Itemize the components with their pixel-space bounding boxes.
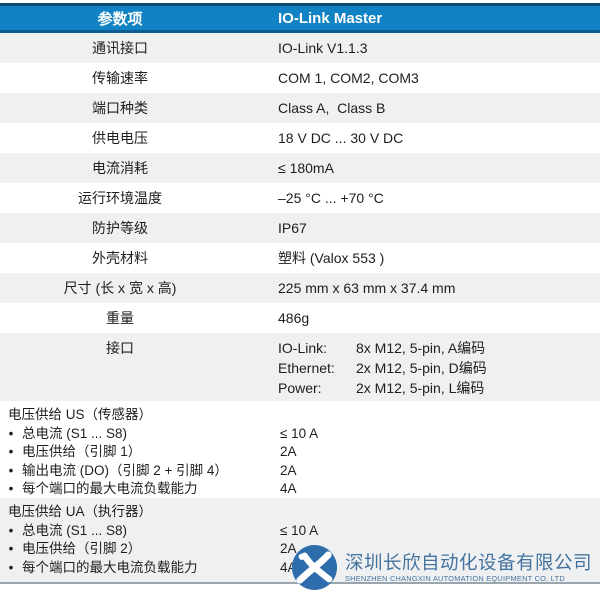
section-title: 电压供给 UA（执行器）: [8, 504, 153, 519]
interface-line: IO-Link: 8x M12, 5-pin, A编码: [278, 338, 600, 358]
row-value: 塑料 (Valox 553 ): [278, 250, 385, 266]
bullet-value: 2A: [280, 462, 297, 478]
table-row-interface: 接口 IO-Link: 8x M12, 5-pin, A编码 Ethernet:…: [0, 333, 600, 401]
bullet-icon: •: [8, 559, 14, 575]
table-row: 运行环境温度 –25 °C ... +70 °C: [0, 183, 600, 213]
row-value: IP67: [278, 220, 307, 236]
bullet-text: 每个端口的最大电流负载能力: [22, 559, 198, 575]
bullet-row: • 总电流 (S1 ... S8) ≤ 10 A: [0, 425, 600, 444]
section-title: 电压供给 US（传感器）: [8, 407, 153, 422]
table-row: 电流消耗 ≤ 180mA: [0, 153, 600, 183]
bullet-text: 每个端口的最大电流负载能力: [22, 481, 198, 496]
bullet-value: ≤ 10 A: [280, 522, 319, 538]
bullet-label: • 电压供给（引脚 2）: [0, 540, 280, 559]
bullet-text: 总电流 (S1 ... S8): [22, 425, 128, 441]
table-row: 防护等级 IP67: [0, 213, 600, 243]
bullet-text: 输出电流 (DO)（引脚 2 + 引脚 4）: [22, 462, 228, 478]
column-header-product: IO-Link Master: [278, 9, 383, 27]
row-label: 运行环境温度: [78, 190, 162, 206]
row-label: 通讯接口: [92, 40, 148, 56]
row-label: 供电电压: [92, 130, 148, 146]
table-row: 尺寸 (长 x 宽 x 高) 225 mm x 63 mm x 37.4 mm: [0, 273, 600, 303]
bullet-value: 4A: [280, 481, 297, 496]
bullet-icon: •: [8, 481, 14, 496]
table-row: 传输速率 COM 1, COM2, COM3: [0, 63, 600, 93]
row-label: 重量: [106, 310, 134, 326]
table-row: 供电电压 18 V DC ... 30 V DC: [0, 123, 600, 153]
changxin-swirl-x-icon: [291, 544, 338, 591]
row-value: ≤ 180mA: [278, 160, 334, 176]
bullet-row: • 电压供给（引脚 2） 2A: [0, 540, 600, 559]
section-voltage-supply-us: 电压供给 US（传感器） • 总电流 (S1 ... S8) ≤ 10 A • …: [0, 401, 600, 498]
row-value: IO-Link V1.1.3: [278, 40, 368, 56]
bullet-icon: •: [8, 462, 14, 478]
table-row: 通讯接口 IO-Link V1.1.3: [0, 33, 600, 63]
row-label: 尺寸 (长 x 宽 x 高): [63, 280, 177, 296]
interface-line: Power: 2x M12, 5-pin, L编码: [278, 378, 600, 398]
bullet-label: • 输出电流 (DO)（引脚 2 + 引脚 4）: [0, 462, 280, 481]
row-value: 486g: [278, 310, 310, 326]
interface-protocol: IO-Link:: [278, 340, 328, 356]
company-name-block: 深圳长欣自动化设备有限公司 SHENZHEN CHANGXIN AUTOMATI…: [345, 552, 592, 583]
bullet-label: • 电压供给（引脚 1）: [0, 443, 280, 462]
table-row: 端口种类 Class A, Class B: [0, 93, 600, 123]
bullet-value: 2A: [280, 444, 297, 459]
row-label: 端口种类: [92, 100, 148, 116]
bullet-label: • 每个端口的最大电流负载能力: [0, 480, 280, 499]
row-label: 传输速率: [92, 70, 148, 86]
row-label: 接口: [106, 340, 134, 356]
row-value: 225 mm x 63 mm x 37.4 mm: [278, 280, 456, 296]
bullet-label: • 总电流 (S1 ... S8): [0, 522, 280, 541]
company-name-cn: 深圳长欣自动化设备有限公司: [344, 552, 592, 573]
bullet-icon: •: [8, 425, 14, 441]
interface-spec: 8x M12, 5-pin, A编码: [356, 340, 486, 356]
bullet-row: • 每个端口的最大电流负载能力 4A: [0, 480, 600, 499]
bullet-value: ≤ 10 A: [280, 425, 319, 441]
row-value: –25 °C ... +70 °C: [278, 190, 384, 206]
bullet-row: • 电压供给（引脚 1） 2A: [0, 443, 600, 462]
row-value: COM 1, COM2, COM3: [278, 70, 419, 86]
spec-sheet: 参数项 IO-Link Master 通讯接口 IO-Link V1.1.3 传…: [0, 3, 600, 593]
row-value: Class A, Class B: [278, 100, 386, 116]
interface-lines: IO-Link: 8x M12, 5-pin, A编码 Ethernet: 2x…: [240, 338, 600, 398]
interface-line: Ethernet: 2x M12, 5-pin, D编码: [278, 358, 600, 378]
bullet-value: 2A: [280, 541, 297, 556]
interface-spec: 2x M12, 5-pin, L编码: [356, 380, 485, 396]
bullet-icon: •: [8, 522, 14, 538]
bullet-label: • 每个端口的最大电流负载能力: [0, 559, 280, 578]
row-label: 外壳材料: [92, 250, 148, 266]
bullet-text: 总电流 (S1 ... S8): [22, 522, 128, 538]
row-label: 电流消耗: [92, 160, 148, 176]
interface-spec: 2x M12, 5-pin, D编码: [356, 360, 487, 376]
bullet-row: • 输出电流 (DO)（引脚 2 + 引脚 4） 2A: [0, 462, 600, 481]
table-header: 参数项 IO-Link Master: [0, 3, 600, 33]
row-label: 防护等级: [92, 220, 148, 236]
bullet-icon: •: [8, 444, 14, 459]
bullet-row: • 总电流 (S1 ... S8) ≤ 10 A: [0, 522, 600, 541]
company-name-en: SHENZHEN CHANGXIN AUTOMATION EQUIPMENT C…: [344, 574, 565, 583]
interface-protocol: Power:: [278, 380, 322, 396]
bullet-icon: •: [8, 541, 14, 556]
column-header-parameter: 参数项: [97, 10, 143, 28]
table-row: 外壳材料 塑料 (Valox 553 ): [0, 243, 600, 273]
row-value: 18 V DC ... 30 V DC: [278, 130, 404, 146]
interface-protocol: Ethernet:: [278, 360, 335, 376]
bullet-label: • 总电流 (S1 ... S8): [0, 425, 280, 444]
company-logo: 深圳长欣自动化设备有限公司 SHENZHEN CHANGXIN AUTOMATI…: [291, 544, 592, 591]
bullet-text: 电压供给（引脚 2）: [22, 541, 142, 556]
table-row: 重量 486g: [0, 303, 600, 333]
bullet-text: 电压供给（引脚 1）: [22, 444, 142, 459]
